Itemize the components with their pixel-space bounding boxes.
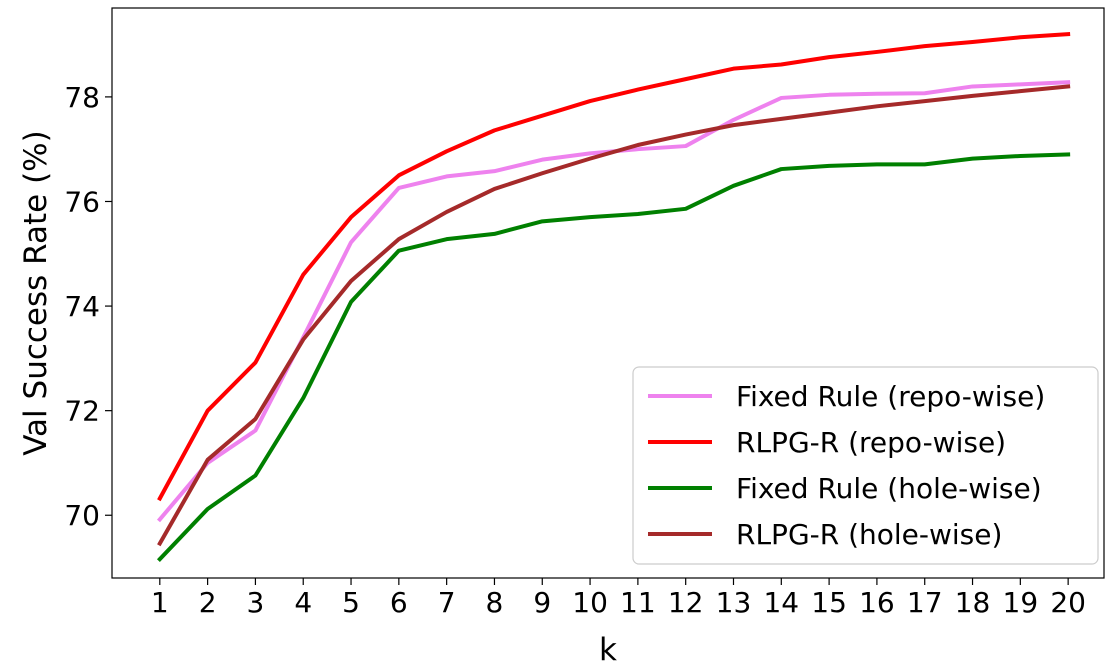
x-tick-label: 14 [763,586,799,619]
series-line-2 [157,32,1071,502]
x-tick-label: 19 [1003,586,1039,619]
series-line-4 [157,84,1071,547]
legend-label: Fixed Rule (repo-wise) [736,380,1045,413]
y-tick-label: 74 [64,290,100,323]
y-tick-label: 78 [64,81,100,114]
y-tick-label: 70 [64,499,100,532]
x-tick-label: 7 [438,586,456,619]
x-tick-label: 9 [533,586,551,619]
x-tick-label: 17 [907,586,943,619]
y-axis-title: Val Success Rate (%) [18,130,54,456]
x-tick-label: 1 [151,586,169,619]
x-axis-title: k [599,632,617,667]
series-line-3 [156,152,1071,562]
x-tick-label: 3 [247,586,265,619]
legend-box [632,366,1099,565]
x-tick-label: 5 [342,586,360,619]
x-tick-label: 12 [668,586,704,619]
legend-label: RLPG-R (repo-wise) [736,426,1006,459]
legend-label: Fixed Rule (hole-wise) [736,472,1042,505]
x-tick-label: 15 [811,586,847,619]
x-tick-label: 18 [955,586,991,619]
x-tick-label: 2 [199,586,217,619]
y-tick-label: 76 [64,185,100,218]
plot-frame [111,7,1105,579]
series-layer [156,32,1071,562]
x-tick-label: 10 [572,586,608,619]
ticks-layer: 1 2 3 4 5 6 7 8 9 10 11 12 13 14 15 16 17 18 19 20707274767… [64,81,1086,619]
legend-label: RLPG-R (hole-wise) [736,518,1002,551]
x-tick-label: 16 [859,586,895,619]
legend: Fixed Rule (repo-wise) RLPG-R (repo-wise)… [632,366,1099,565]
x-tick-label: 6 [390,586,408,619]
y-tick-label: 72 [64,395,100,428]
x-tick-label: 8 [486,586,504,619]
x-tick-label: 13 [716,586,752,619]
x-tick-label: 20 [1050,586,1086,619]
x-tick-label: 11 [620,586,656,619]
x-tick-label: 4 [294,586,312,619]
